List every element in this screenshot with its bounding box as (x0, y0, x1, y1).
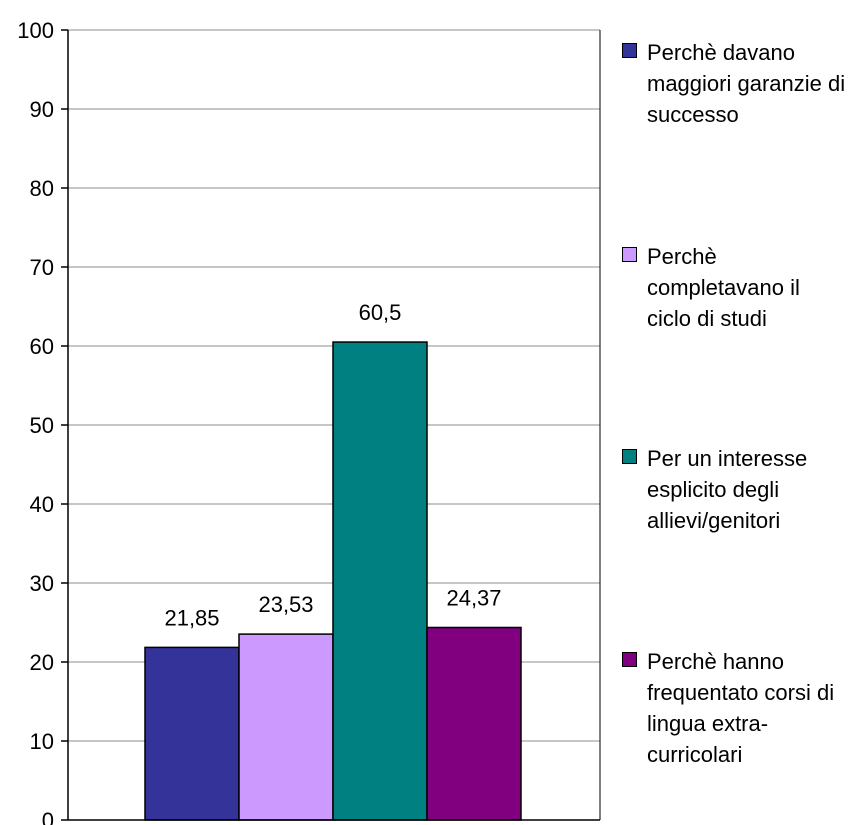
bar-3 (426, 626, 522, 821)
bars (144, 341, 522, 821)
data-label-2: 60,5 (359, 300, 402, 325)
legend: Perchè davano maggiori garanzie di succe… (622, 0, 852, 825)
legend-label-0: Perchè davano maggiori garanzie di succe… (647, 40, 846, 127)
legend-swatch-2 (622, 449, 637, 464)
y-tick-label: 50 (30, 413, 54, 438)
y-tick-label: 30 (30, 571, 54, 596)
legend-item-0: Perchè davano maggiori garanzie di succe… (622, 37, 852, 130)
legend-swatch-3 (622, 652, 637, 667)
y-tick-label: 60 (30, 334, 54, 359)
y-tick-label: 100 (17, 18, 54, 43)
y-tick-label: 0 (42, 808, 54, 825)
legend-item-1: Perchè completavano il ciclo di studi (622, 241, 852, 334)
y-axis-ticks: 0 10 20 30 40 50 60 70 80 90 100 (17, 18, 68, 825)
data-label-1: 23,53 (258, 592, 313, 617)
bar-1 (238, 633, 334, 821)
legend-label-1: Perchè completavano il ciclo di studi (647, 244, 800, 331)
y-tick-label: 40 (30, 492, 54, 517)
data-labels: 21,85 23,53 60,5 24,37 (164, 300, 501, 630)
data-label-0: 21,85 (164, 605, 219, 630)
bar-2 (332, 341, 428, 821)
bar-chart: 0 10 20 30 40 50 60 70 80 90 100 21,85 23,53 60,5 24,… (17, 18, 601, 825)
legend-item-3: Perchè hanno frequentato corsi di lingua… (622, 646, 852, 770)
bar-0 (144, 646, 240, 821)
legend-label-3: Perchè hanno frequentato corsi di lingua… (647, 649, 835, 767)
data-label-3: 24,37 (446, 585, 501, 610)
legend-swatch-0 (622, 43, 637, 58)
legend-label-2: Per un interesse esplicito degli allievi… (647, 446, 808, 533)
y-tick-label: 10 (30, 729, 54, 754)
y-tick-label: 90 (30, 97, 54, 122)
y-tick-label: 70 (30, 255, 54, 280)
y-tick-label: 20 (30, 650, 54, 675)
legend-swatch-1 (622, 247, 637, 262)
legend-item-2: Per un interesse esplicito degli allievi… (622, 443, 852, 536)
y-tick-label: 80 (30, 176, 54, 201)
